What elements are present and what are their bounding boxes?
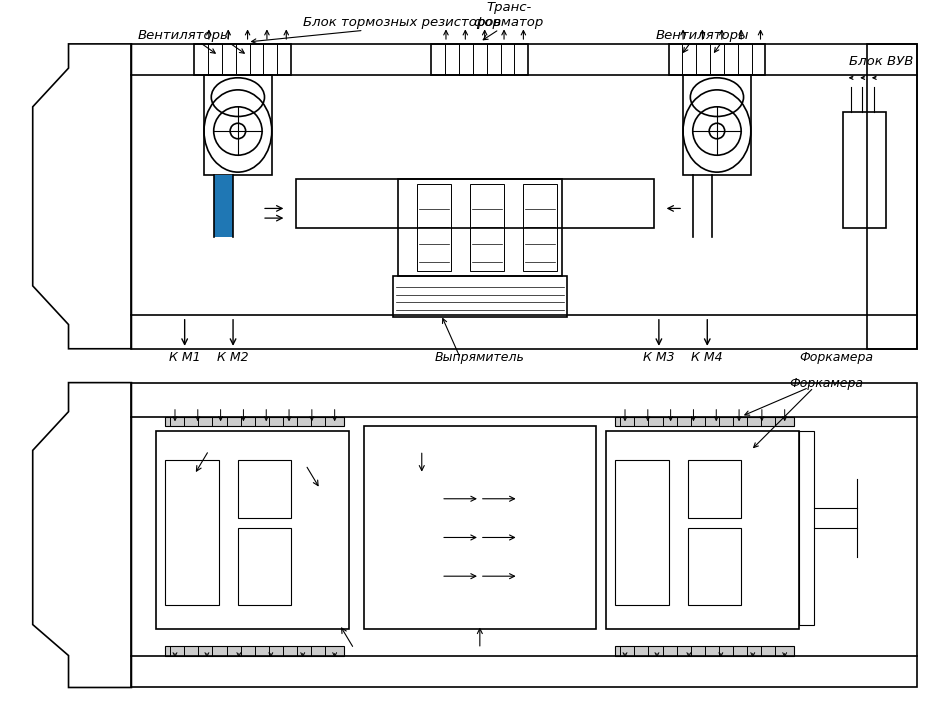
Bar [799,431,814,625]
Text: Транс-
форматор: Транс- форматор [474,1,544,29]
Text: К М3: К М3 [643,351,674,364]
Bar [238,528,291,605]
Bar [165,460,218,605]
Text: Вентиляторы: Вентиляторы [656,29,750,42]
Text: Форкамера: Форкамера [799,351,873,364]
Bar [683,75,750,175]
Bar [523,184,558,272]
Bar [606,431,799,630]
Bar [156,431,350,630]
Text: Вентиляторы: Вентиляторы [138,29,232,42]
Text: К М1: К М1 [169,351,200,364]
Bar [843,112,886,227]
Bar [616,460,669,605]
Bar [131,44,918,349]
Bar [616,646,794,656]
Text: Форкамера: Форкамера [789,378,864,390]
Bar [616,416,794,426]
Bar [431,44,528,75]
Bar [417,184,451,272]
Bar [165,646,344,656]
Bar [669,44,766,75]
Bar [131,383,918,687]
Bar [688,528,741,605]
Text: К М2: К М2 [218,351,249,364]
Bar [214,175,233,237]
Bar [688,460,741,518]
Text: К М4: К М4 [692,351,723,364]
Bar [296,180,654,227]
Bar [470,184,504,272]
Text: Выпрямитель: Выпрямитель [435,351,524,364]
Bar [398,180,562,276]
Bar [165,416,344,426]
Bar [392,276,567,317]
Bar [238,460,291,518]
Bar [195,44,291,75]
Bar [204,75,272,175]
Bar [364,426,596,630]
Text: Блок тормозных резисторов: Блок тормозных резисторов [303,16,502,29]
Text: Блок ВУВ: Блок ВУВ [849,55,914,68]
